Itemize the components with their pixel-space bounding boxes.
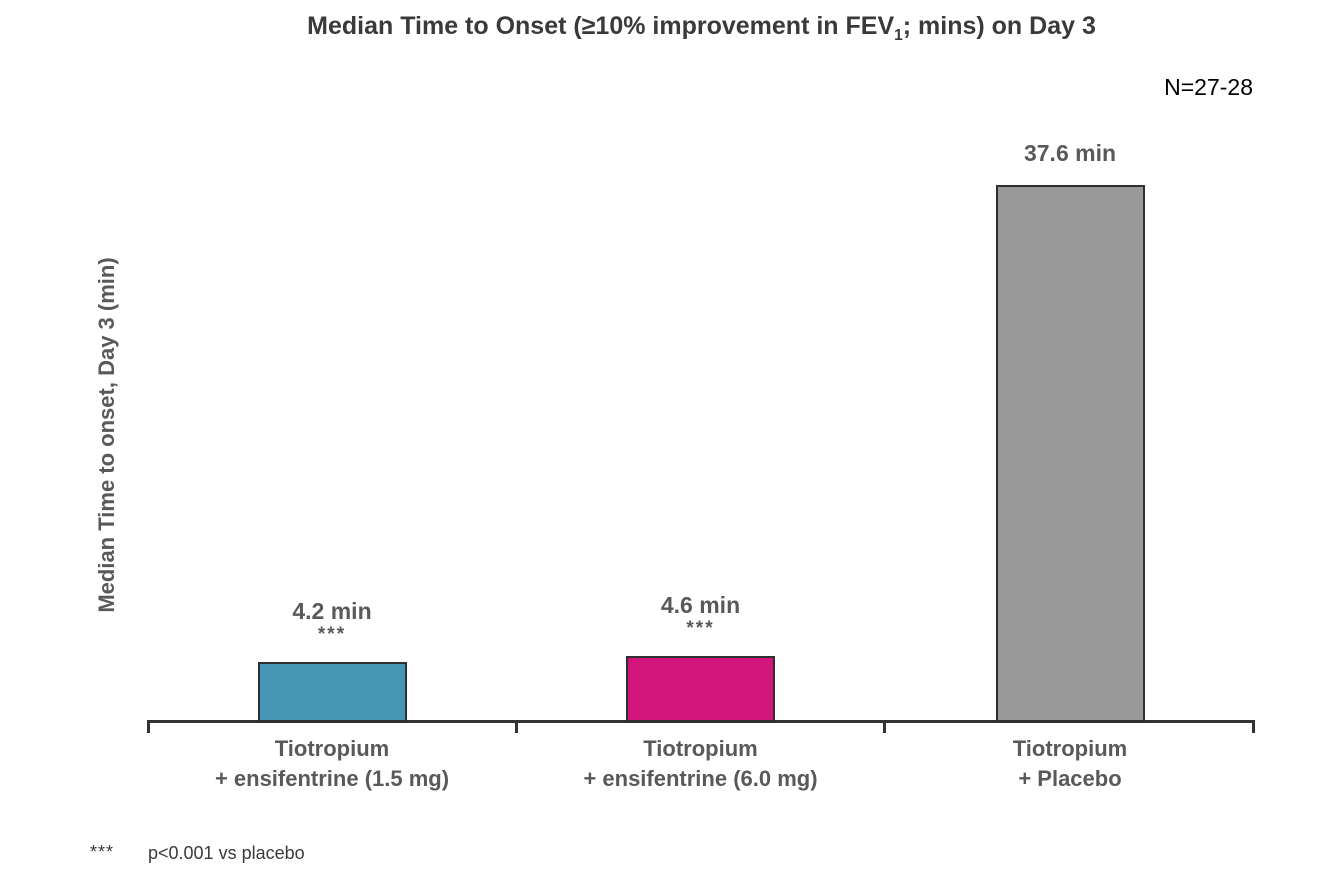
bar-tiotropium-placebo <box>995 185 1145 722</box>
sample-size-label: N=27-28 <box>1164 74 1253 100</box>
category-label-line2: + ensifentrine (6.0 mg) <box>583 766 818 791</box>
significance-stars: *** <box>317 624 347 645</box>
category-label: Tiotropium + ensifentrine (1.5 mg) <box>122 734 542 794</box>
bar-tiotropium-ensifentrine-6-0mg <box>626 656 775 722</box>
chart-title-suffix: ; mins) on Day 3 <box>902 12 1096 40</box>
category-label-line2: + ensifentrine (1.5 mg) <box>214 766 450 791</box>
x-axis-tick <box>1252 720 1255 733</box>
category-label-line1: Tiotropium <box>643 736 758 761</box>
significance-stars: *** <box>686 618 715 639</box>
footnote-significance-symbol: *** <box>90 842 115 862</box>
x-axis-tick <box>515 720 518 733</box>
chart-title: Median Time to Onset (≥10% improvement i… <box>148 12 1255 45</box>
chart-title-prefix: Median Time to Onset (≥10% improvement i… <box>307 12 895 40</box>
bar-tiotropium-ensifentrine-1-5mg <box>257 662 407 722</box>
category-label-line2: + Placebo <box>1018 766 1122 791</box>
category-label: Tiotropium + Placebo <box>860 734 1280 794</box>
category-label-line1: Tiotropium <box>274 736 390 761</box>
bar-value-label: 37.6 min <box>1023 140 1117 166</box>
footnote-text: p<0.001 vs placebo <box>148 843 305 863</box>
category-label-line1: Tiotropium <box>1012 736 1128 761</box>
category-label: Tiotropium + ensifentrine (6.0 mg) <box>491 734 911 794</box>
bar-value-label: 4.2 min <box>292 598 372 624</box>
y-axis-label: Median Time to onset, Day 3 (min) <box>94 257 119 613</box>
x-axis-tick <box>883 720 886 733</box>
bar-value-label: 4.6 min <box>660 592 741 618</box>
x-axis-tick <box>147 720 150 733</box>
chart-title-subscript: 1 <box>894 27 903 44</box>
